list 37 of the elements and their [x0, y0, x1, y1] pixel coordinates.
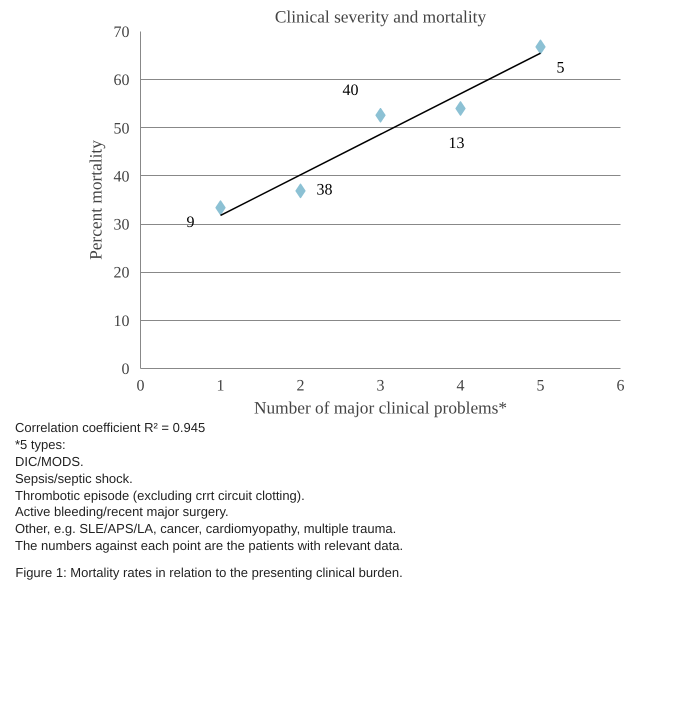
x-tick-label: 2 [296, 378, 304, 394]
annotation: 13 [448, 135, 464, 152]
point [375, 108, 386, 123]
annotation: 40 [342, 82, 358, 99]
y-tick-label: 70 [114, 24, 130, 41]
x-tick-label: 0 [136, 378, 144, 394]
point [455, 101, 466, 116]
text: DIC/MODS. [15, 454, 85, 471]
x-axis-title: Number of major clinical problems* [254, 398, 508, 418]
text: The numbers against each point are the patients with relevant data. [15, 538, 404, 556]
text: Thrombotic episode (excluding crrt circuit clotting). [15, 488, 306, 504]
text: Sepsis/septic shock. [15, 470, 134, 488]
y-tick-label: 10 [114, 312, 130, 330]
x-tick-label: 3 [376, 378, 384, 394]
chart-title: Clinical severity and mortality [274, 8, 486, 26]
point [215, 200, 226, 216]
caption: Figure 1: Mortality rates in relation to the presenting clinical burden. [15, 565, 404, 582]
y-tick-label: 40 [114, 168, 130, 186]
text: Other, e.g. SLE/APS/LA, cancer, cardiomyopathy, multiple trauma. [15, 521, 398, 538]
y-tick-label: 30 [114, 216, 130, 234]
y-tick-label: 50 [114, 120, 130, 138]
x-tick-label: 5 [536, 378, 544, 394]
x-tick-label: 4 [456, 378, 464, 394]
y-tick-label: 60 [114, 72, 130, 90]
x-tick-label: 6 [616, 378, 624, 394]
point [535, 39, 546, 54]
annotation: 9 [186, 214, 194, 232]
y-tick-label: 20 [114, 264, 130, 282]
x-tick-label: 1 [216, 378, 224, 394]
annotation: 5 [556, 59, 564, 76]
point [295, 183, 306, 198]
y-axis-title: Percent mortality [86, 140, 106, 260]
y-tick-label: 0 [122, 361, 130, 378]
annotation: 38 [316, 181, 332, 198]
text: Correlation coefficient R² = 0.945 [15, 420, 206, 437]
text: Active bleeding/recent major surgery. [15, 504, 230, 522]
text: *5 types: [15, 436, 67, 454]
